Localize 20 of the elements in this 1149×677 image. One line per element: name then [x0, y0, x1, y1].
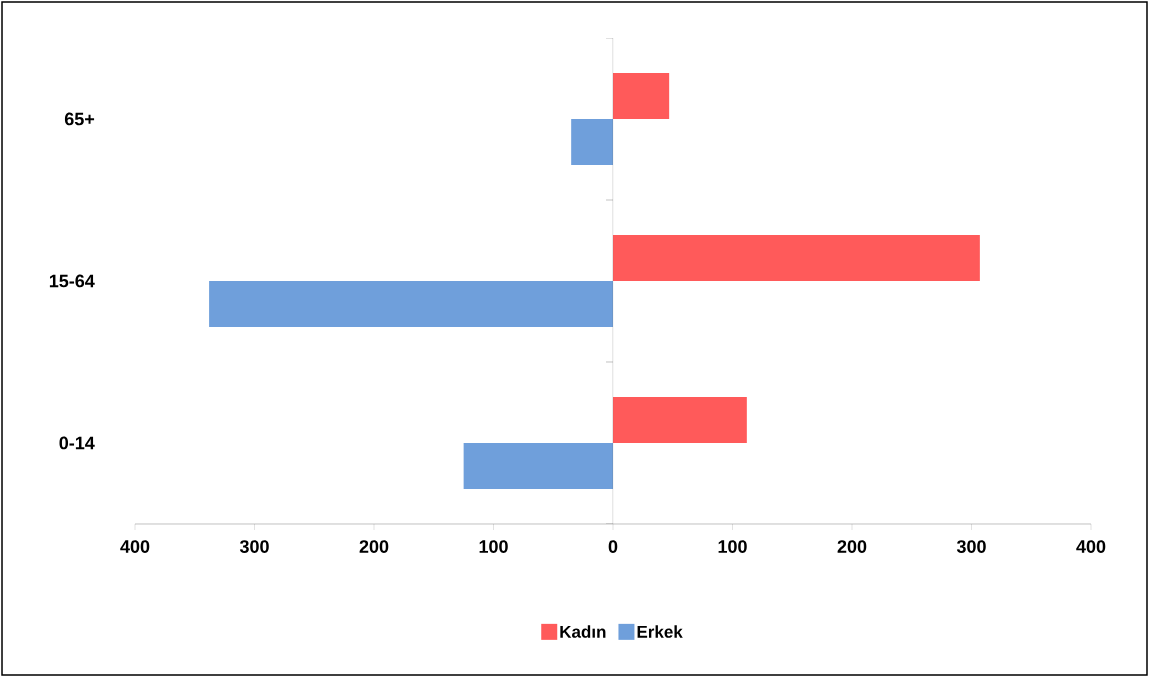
y-tick-label: 0-14 [59, 436, 95, 450]
bar [463, 443, 613, 489]
x-tick-label: 400 [120, 540, 150, 553]
x-tick-label: 0 [608, 540, 618, 553]
bar [209, 281, 613, 327]
y-tick-label: 15-64 [49, 274, 95, 288]
y-tick-label: 65+ [64, 112, 95, 126]
x-tick-label: 200 [837, 540, 867, 553]
x-tick-label: 100 [718, 540, 747, 553]
bar [571, 119, 613, 165]
bar [613, 73, 670, 119]
bar [613, 397, 747, 443]
x-tick-label: 300 [956, 540, 986, 553]
x-tick-label: 100 [479, 540, 508, 553]
legend-label: Kadın [560, 625, 606, 638]
x-tick-label: 300 [239, 540, 269, 553]
x-tick-label: 400 [1076, 540, 1106, 553]
legend-label: Erkek [637, 625, 683, 638]
x-tick-label: 200 [359, 540, 389, 553]
bar [613, 235, 980, 281]
